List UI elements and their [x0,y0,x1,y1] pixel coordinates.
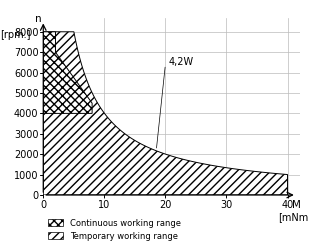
Text: [rpm.]: [rpm.] [1,30,31,40]
Polygon shape [43,32,92,114]
Text: [mNm]: [mNm] [278,212,309,222]
Text: M: M [292,200,301,210]
Text: n: n [35,14,42,24]
Polygon shape [43,32,287,195]
Text: 4,2W: 4,2W [168,58,193,68]
Legend: Continuous working range, Temporary working range: Continuous working range, Temporary work… [45,215,184,244]
